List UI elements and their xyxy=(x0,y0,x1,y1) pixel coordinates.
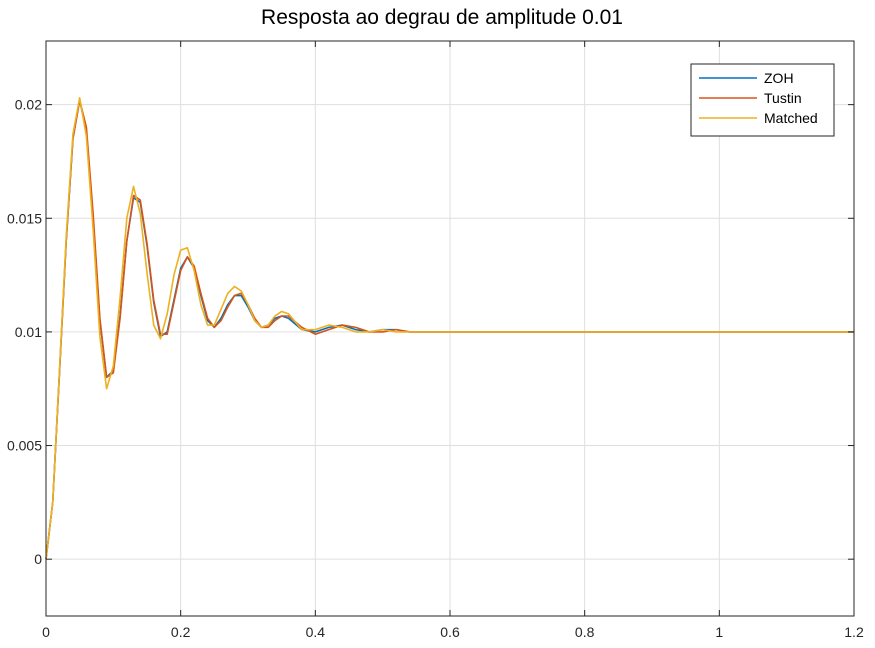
x-tick-label: 0.2 xyxy=(171,624,191,640)
x-tick-label: 0.4 xyxy=(306,624,326,640)
y-tick-label: 0 xyxy=(34,551,42,567)
series-line-tustin xyxy=(45,99,854,560)
legend-label-zoh: ZOH xyxy=(764,70,794,86)
x-tick-label: 0 xyxy=(42,624,50,640)
legend-box xyxy=(690,63,835,137)
x-tick-label: 1 xyxy=(715,624,723,640)
x-tick-label: 1.2 xyxy=(844,624,864,640)
plot-area: 0 0.2 0.4 0.6 0.8 1 1.2 0 0.005 0.01 0.015 0.02 ZOH T… xyxy=(7,40,864,640)
y-tick-label: 0.005 xyxy=(7,438,42,454)
y-tick-label: 0.015 xyxy=(7,210,42,226)
legend: ZOH Tustin Matched xyxy=(690,63,835,137)
axis-ticks: 0 0.2 0.4 0.6 0.8 1 1.2 0 0.005 0.01 0.015 0.02 xyxy=(7,41,864,640)
chart-title: Resposta ao degrau de amplitude 0.01 xyxy=(261,6,623,29)
series-line-matched xyxy=(45,97,854,560)
x-tick-label: 0.8 xyxy=(575,624,595,640)
legend-label-matched: Matched xyxy=(764,110,818,126)
y-tick-label: 0.02 xyxy=(15,97,42,113)
y-tick-label: 0.01 xyxy=(15,324,42,340)
x-tick-label: 0.6 xyxy=(440,624,460,640)
legend-label-tustin: Tustin xyxy=(764,90,802,106)
series-lines xyxy=(45,97,854,560)
